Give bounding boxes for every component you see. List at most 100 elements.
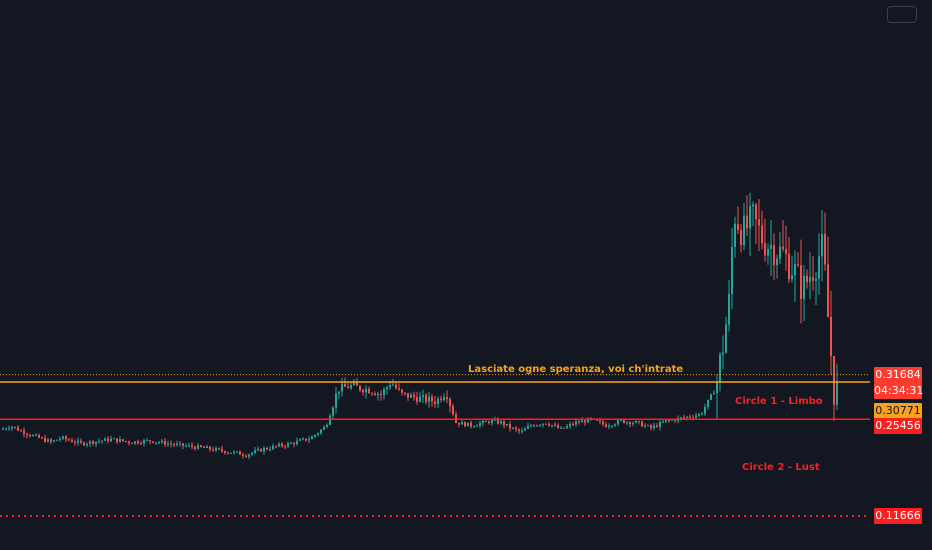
candle-body bbox=[41, 437, 43, 439]
candle-body bbox=[146, 440, 148, 442]
candle-body bbox=[788, 253, 790, 280]
candle-body bbox=[476, 425, 478, 427]
candle-body bbox=[290, 443, 292, 445]
candle-body bbox=[215, 448, 217, 451]
candle-body bbox=[89, 441, 91, 444]
candle-body bbox=[785, 249, 787, 254]
candle-body bbox=[689, 416, 691, 418]
candle-body bbox=[209, 446, 211, 450]
candle-body bbox=[14, 426, 16, 428]
candle-body bbox=[809, 277, 811, 283]
candle-body bbox=[248, 454, 250, 457]
candle-body bbox=[80, 440, 82, 443]
candle-body bbox=[827, 264, 829, 317]
candle-body bbox=[374, 393, 376, 396]
candle-body bbox=[86, 443, 88, 446]
candle-body bbox=[608, 425, 610, 427]
candle-body bbox=[443, 397, 445, 400]
candle-body bbox=[692, 417, 694, 419]
candle-body bbox=[74, 442, 76, 444]
candle-body bbox=[632, 422, 634, 425]
candle-body bbox=[728, 293, 730, 325]
candle-body bbox=[746, 215, 748, 229]
candle-body bbox=[116, 438, 118, 442]
candle-body bbox=[767, 248, 769, 256]
candle-body bbox=[635, 420, 637, 423]
candle-body bbox=[392, 384, 394, 386]
candle-body bbox=[668, 420, 670, 422]
candle-body bbox=[500, 421, 502, 424]
candle-body bbox=[107, 438, 109, 442]
candle-body bbox=[245, 455, 247, 457]
candle-body bbox=[734, 223, 736, 248]
candle-body bbox=[236, 451, 238, 453]
candle-body bbox=[491, 420, 493, 424]
candle-body bbox=[287, 443, 289, 447]
candle-body bbox=[365, 388, 367, 393]
price-tag-current: 0.30771 bbox=[874, 403, 922, 419]
candle-body bbox=[197, 445, 199, 449]
candle-body bbox=[626, 422, 628, 424]
candle-body bbox=[65, 436, 67, 440]
candle-body bbox=[407, 393, 409, 398]
candle-body bbox=[47, 439, 49, 442]
candle-body bbox=[341, 383, 343, 392]
candle-body bbox=[317, 433, 319, 435]
candle-body bbox=[179, 443, 181, 445]
candle-body bbox=[707, 399, 709, 408]
candle-body bbox=[305, 438, 307, 441]
candle-body bbox=[218, 448, 220, 450]
candle-body bbox=[272, 445, 274, 450]
candle-body bbox=[770, 245, 772, 249]
candle-body bbox=[695, 415, 697, 418]
candle-body bbox=[50, 439, 52, 442]
candle-body bbox=[404, 392, 406, 394]
candle-body bbox=[335, 393, 337, 408]
candle-body bbox=[152, 441, 154, 443]
candle-body bbox=[479, 423, 481, 426]
candle-body bbox=[722, 352, 724, 355]
candle-body bbox=[644, 425, 646, 427]
candle-body bbox=[104, 438, 106, 441]
candle-body bbox=[329, 415, 331, 425]
candle-body bbox=[629, 422, 631, 425]
candle-body bbox=[605, 424, 607, 427]
candle-body bbox=[221, 448, 223, 452]
candle-body bbox=[701, 413, 703, 415]
annotation-circle-2: Circle 2 - Lust bbox=[742, 462, 820, 473]
candle-body bbox=[548, 423, 550, 426]
candle-body bbox=[62, 436, 64, 439]
candle-body bbox=[158, 442, 160, 444]
candle-body bbox=[344, 383, 346, 387]
candle-body bbox=[812, 277, 814, 281]
candle-body bbox=[776, 258, 778, 266]
candle-body bbox=[389, 385, 391, 388]
candle-body bbox=[617, 420, 619, 425]
price-tag-high: 0.31684 bbox=[874, 366, 922, 383]
candle-body bbox=[458, 422, 460, 425]
candle-body bbox=[503, 421, 505, 426]
candle-body bbox=[53, 440, 55, 442]
candle-body bbox=[665, 420, 667, 422]
price-tag-support: 0.25456 bbox=[874, 418, 922, 435]
candle-body bbox=[101, 440, 103, 442]
candle-body bbox=[680, 417, 682, 419]
candle-body bbox=[803, 275, 805, 299]
candle-body bbox=[518, 429, 520, 432]
candle-body bbox=[161, 440, 163, 443]
candle-body bbox=[92, 441, 94, 444]
candle-body bbox=[149, 440, 151, 442]
chart-menu-button[interactable] bbox=[887, 6, 917, 23]
candle-body bbox=[314, 434, 316, 437]
candle-body bbox=[362, 390, 364, 393]
candle-body bbox=[173, 444, 175, 446]
candle-body bbox=[575, 421, 577, 425]
candle-body bbox=[515, 427, 517, 430]
candle-body bbox=[566, 426, 568, 429]
candle-body bbox=[470, 422, 472, 427]
candle-body bbox=[683, 417, 685, 419]
candle-body bbox=[671, 419, 673, 421]
candle-body bbox=[266, 447, 268, 450]
candle-body bbox=[311, 436, 313, 440]
